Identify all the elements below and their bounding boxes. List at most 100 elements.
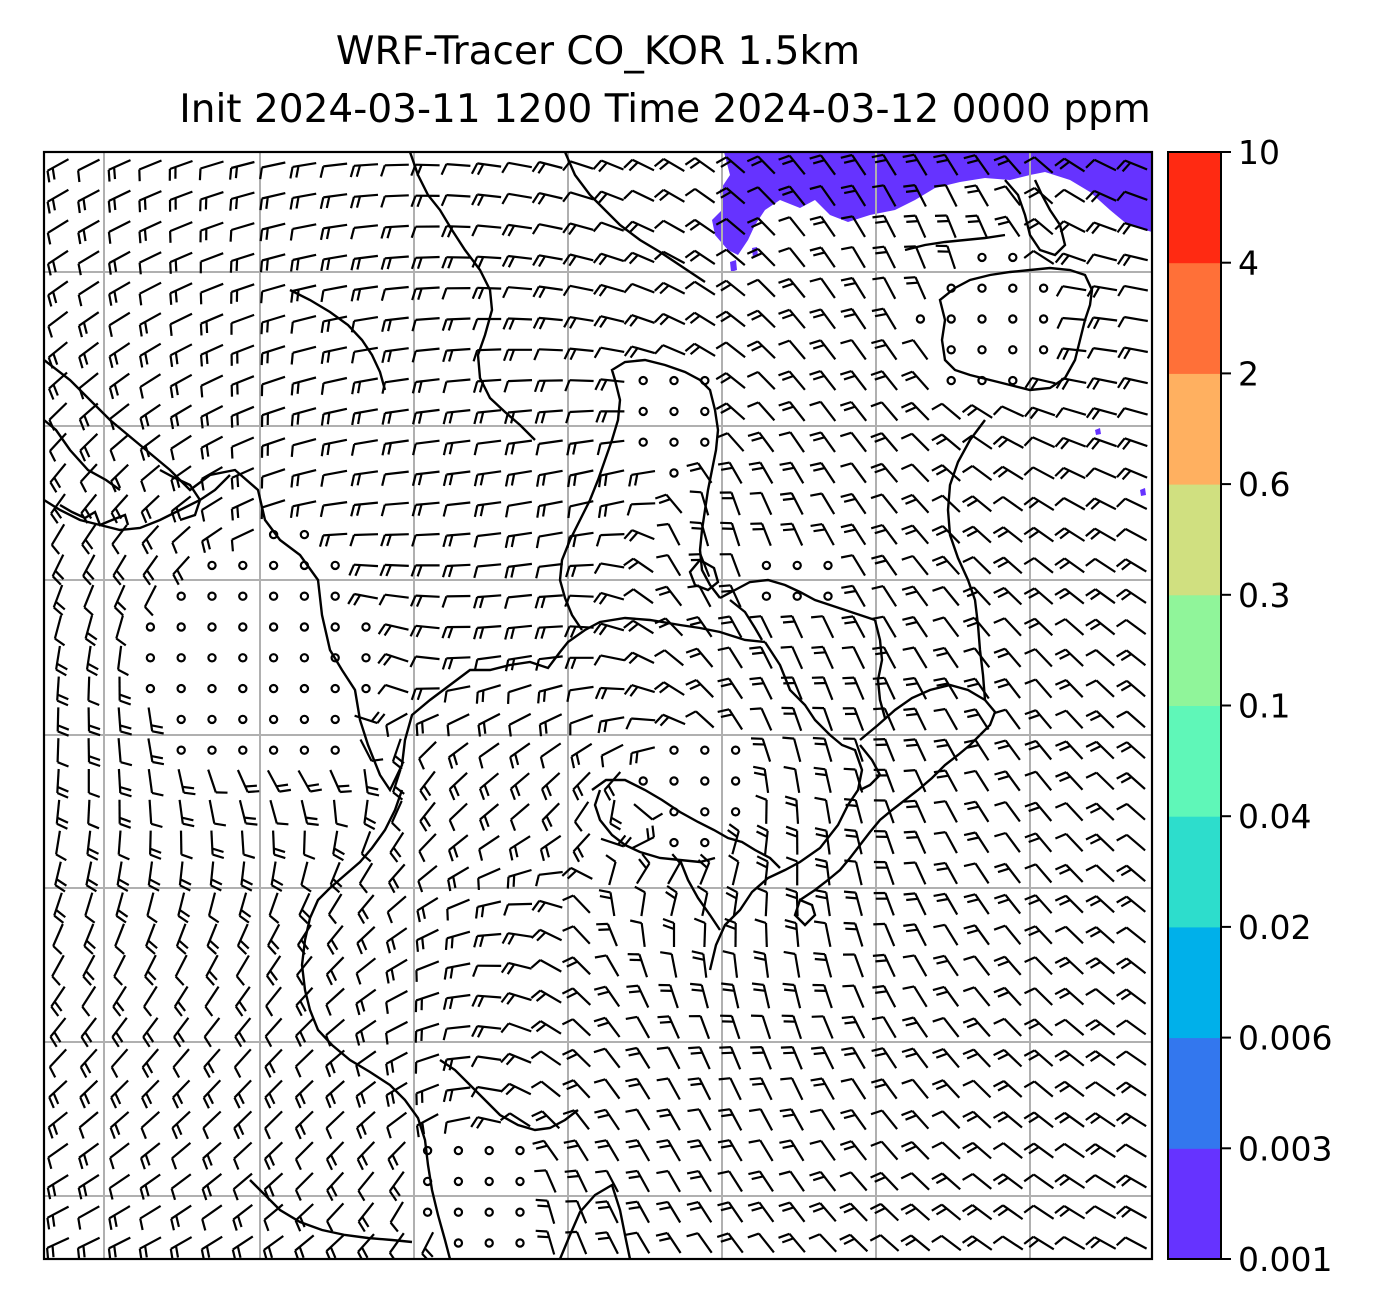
- wind-barb: [294, 1110, 314, 1140]
- wind-barb: [562, 925, 591, 945]
- wind-barb: [1054, 1204, 1086, 1220]
- wind-barb: [1085, 710, 1115, 729]
- wind-barb: [1116, 253, 1148, 267]
- colorbar-tick-label: 0.006: [1238, 1019, 1332, 1058]
- wind-barb: [1085, 618, 1116, 636]
- wind-barb: [87, 738, 101, 768]
- wind-barb: [903, 184, 927, 208]
- wind-barb: [419, 801, 436, 832]
- wind-barb: [411, 501, 440, 517]
- wind-barb: [840, 184, 867, 207]
- wind-barb: [808, 1202, 837, 1223]
- colorbar-segment: [1168, 926, 1221, 1039]
- wind-barb: [1024, 709, 1053, 730]
- wind-barb: [809, 461, 836, 484]
- calm-marker: [484, 1145, 494, 1156]
- calm-marker: [238, 622, 248, 632]
- wind-barb: [686, 1201, 713, 1223]
- wind-barb: [267, 923, 281, 956]
- calm-marker: [453, 1176, 464, 1187]
- wind-barb: [933, 800, 958, 823]
- calm-marker: [700, 745, 710, 755]
- wind-barb: [410, 255, 440, 270]
- wind-barb: [111, 1017, 128, 1048]
- wind-barb: [141, 524, 160, 555]
- wind-barb: [471, 193, 502, 207]
- calm-marker: [515, 1207, 525, 1217]
- wind-barb: [118, 799, 132, 829]
- wind-barb: [993, 1048, 1023, 1068]
- wind-barb: [687, 1108, 712, 1131]
- wind-barb: [1055, 285, 1087, 297]
- wind-barb: [725, 885, 739, 917]
- wind-barb: [170, 1142, 192, 1170]
- wind-barb: [381, 347, 409, 364]
- wind-barb: [1115, 618, 1147, 635]
- calm-marker: [299, 622, 310, 632]
- wind-barb: [168, 159, 193, 181]
- wind-barb: [230, 313, 255, 335]
- wind-barb: [715, 248, 746, 266]
- wind-barb: [903, 861, 927, 885]
- wind-barb: [259, 222, 286, 242]
- wind-barb: [501, 192, 532, 205]
- wind-barb: [538, 713, 563, 737]
- wind-barb: [79, 1048, 98, 1079]
- wind-barb: [56, 768, 69, 799]
- wind-barb: [259, 161, 286, 180]
- wind-barb: [265, 955, 282, 986]
- wind-barb: [357, 1202, 375, 1233]
- calm-marker: [669, 437, 679, 447]
- wind-barb: [780, 522, 804, 546]
- wind-barb: [1055, 406, 1087, 419]
- calm-marker: [422, 1207, 433, 1217]
- wind-barb: [753, 950, 770, 978]
- wind-barb: [377, 623, 409, 637]
- wind-barb: [1054, 157, 1086, 173]
- wind-barb: [79, 463, 98, 493]
- wind-barb: [79, 433, 99, 462]
- calm-marker: [669, 776, 679, 786]
- wind-barb: [780, 676, 803, 701]
- wind-barb: [932, 1047, 960, 1069]
- wind-barb: [259, 192, 286, 211]
- wind-barb: [290, 438, 317, 457]
- wind-barb: [715, 372, 746, 389]
- wind-barb: [992, 1080, 1023, 1098]
- wind-barb: [535, 1229, 556, 1255]
- wind-barb: [1085, 1112, 1116, 1128]
- wind-barb: [411, 378, 440, 394]
- wind-barb: [728, 854, 740, 886]
- wind-barb: [811, 645, 834, 670]
- wind-barb: [325, 1049, 346, 1078]
- wind-barb: [1054, 1049, 1085, 1067]
- wind-barb: [625, 1015, 651, 1039]
- wind-barb: [842, 953, 864, 978]
- wind-barb: [442, 1055, 471, 1072]
- wind-barb: [108, 311, 131, 338]
- wind-barb: [778, 154, 806, 175]
- wind-barb: [719, 1046, 742, 1070]
- wind-barb: [782, 982, 802, 1009]
- wind-barb: [870, 1140, 899, 1161]
- wind-barb: [594, 686, 625, 700]
- wind-barb: [654, 649, 684, 667]
- wind-barb: [872, 984, 897, 1008]
- wind-barb: [688, 1015, 711, 1040]
- wind-barb: [470, 1116, 502, 1129]
- wind-barb: [443, 1116, 471, 1134]
- wind-barb: [472, 348, 502, 362]
- wind-barb: [746, 155, 776, 175]
- wind-barb: [625, 717, 656, 730]
- wind-barb: [234, 1017, 252, 1048]
- wind-barb: [139, 1142, 161, 1170]
- wind-barb: [385, 1051, 408, 1076]
- wind-barb: [697, 853, 711, 885]
- wind-barb: [963, 708, 990, 731]
- wind-barb: [656, 1108, 681, 1131]
- calm-marker: [730, 776, 741, 786]
- wind-barb: [931, 433, 962, 451]
- wind-barb: [470, 1055, 502, 1068]
- wind-barb: [232, 1204, 253, 1231]
- wind-barb: [963, 800, 990, 823]
